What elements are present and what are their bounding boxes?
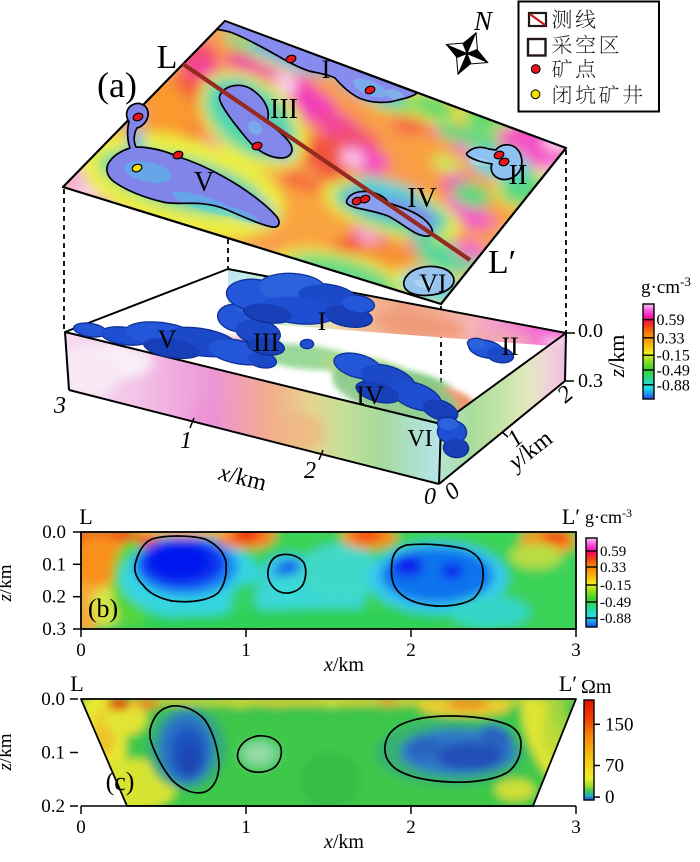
svg-text:0.3: 0.3 <box>578 370 603 392</box>
svg-text:II: II <box>501 332 518 361</box>
svg-text:-0.49: -0.49 <box>600 595 631 611</box>
svg-text:1: 1 <box>241 640 251 661</box>
svg-text:L: L <box>79 504 92 529</box>
svg-text:V: V <box>194 167 214 198</box>
svg-text:N: N <box>473 6 494 36</box>
svg-text:1: 1 <box>241 817 251 838</box>
svg-text:III: III <box>253 328 279 357</box>
svg-text:Ωm: Ωm <box>581 676 612 698</box>
svg-text:I: I <box>322 55 331 84</box>
svg-text:-0.15: -0.15 <box>657 348 690 365</box>
svg-text:0.3: 0.3 <box>42 619 66 640</box>
svg-text:VI: VI <box>419 269 446 298</box>
svg-text:0: 0 <box>424 484 436 510</box>
svg-text:II: II <box>509 160 528 191</box>
svg-text:0.0: 0.0 <box>41 689 65 710</box>
svg-text:70: 70 <box>605 756 624 777</box>
svg-text:0.0: 0.0 <box>578 320 603 342</box>
svg-text:3: 3 <box>571 817 581 838</box>
svg-text:-0.88: -0.88 <box>657 377 690 394</box>
svg-text:0.2: 0.2 <box>41 796 65 817</box>
svg-text:L: L <box>70 671 83 696</box>
svg-text:2: 2 <box>406 640 416 661</box>
svg-text:x/km: x/km <box>323 831 364 853</box>
svg-text:L′: L′ <box>488 244 516 281</box>
svg-text:0.1: 0.1 <box>41 743 65 764</box>
svg-text:0.1: 0.1 <box>42 554 66 575</box>
svg-text:(b): (b) <box>88 594 118 623</box>
svg-text:x/km: x/km <box>323 654 364 676</box>
svg-text:z/km: z/km <box>0 733 16 771</box>
svg-text:-0.15: -0.15 <box>600 578 631 594</box>
svg-text:-0.88: -0.88 <box>600 611 631 627</box>
svg-text:2: 2 <box>406 817 416 838</box>
svg-text:L: L <box>157 39 178 76</box>
svg-text:z/km: z/km <box>0 564 16 602</box>
svg-text:1: 1 <box>180 428 192 454</box>
svg-text:g·cm-3: g·cm-3 <box>585 506 632 527</box>
svg-text:0: 0 <box>76 817 86 838</box>
svg-text:0: 0 <box>76 640 86 661</box>
svg-text:IV: IV <box>356 381 384 410</box>
svg-text:0.59: 0.59 <box>600 544 626 560</box>
svg-text:0.2: 0.2 <box>42 587 66 608</box>
svg-text:2: 2 <box>304 458 316 484</box>
svg-text:3: 3 <box>53 393 66 419</box>
svg-text:V: V <box>158 325 177 354</box>
svg-text:-0.49: -0.49 <box>657 363 690 380</box>
svg-text:IV: IV <box>407 183 437 214</box>
svg-text:0.33: 0.33 <box>657 330 685 347</box>
svg-text:L′: L′ <box>559 671 577 696</box>
svg-text:0.33: 0.33 <box>600 560 626 576</box>
svg-text:III: III <box>270 94 298 125</box>
svg-text:VI: VI <box>407 426 432 452</box>
svg-text:0.59: 0.59 <box>657 312 685 329</box>
svg-text:L′: L′ <box>562 504 580 529</box>
svg-text:z/km: z/km <box>604 335 629 379</box>
svg-text:3: 3 <box>571 640 581 661</box>
svg-text:(c): (c) <box>106 767 135 796</box>
svg-text:0.0: 0.0 <box>42 522 66 543</box>
svg-text:150: 150 <box>605 714 634 735</box>
svg-text:I: I <box>318 307 327 336</box>
svg-text:(a): (a) <box>97 65 137 105</box>
svg-text:0: 0 <box>605 787 615 808</box>
